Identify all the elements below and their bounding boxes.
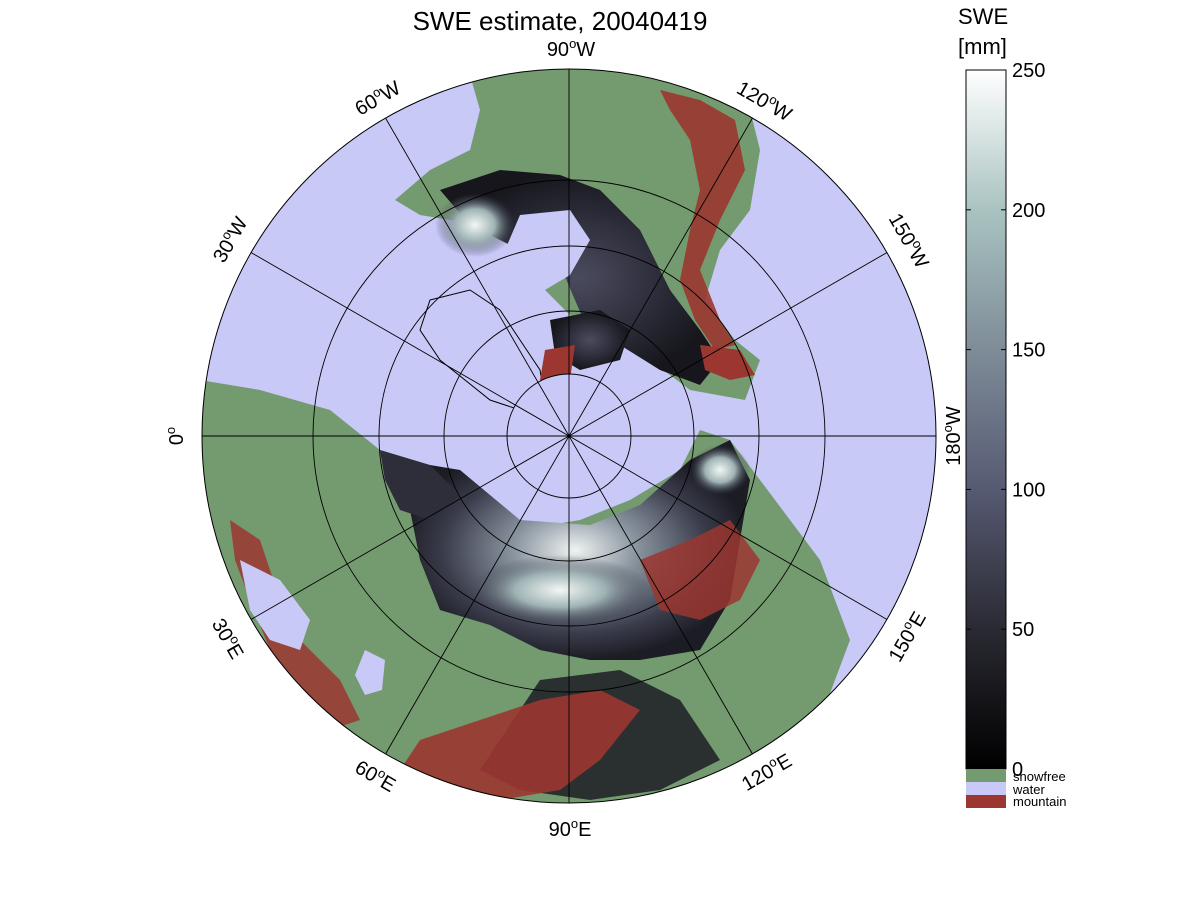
caspian bbox=[355, 650, 385, 695]
meridian-150 bbox=[250, 252, 888, 620]
snow-hotspot-siberia bbox=[470, 555, 650, 625]
colorbar-label-unit: [mm] bbox=[958, 34, 1007, 59]
legend-swatch-mountain bbox=[966, 795, 1006, 808]
legend-label-snowfree: snowfree bbox=[1013, 769, 1066, 784]
colorbar-ticks: 0 50 100 150 200 250 bbox=[966, 60, 1045, 781]
mountains-central-asia bbox=[400, 690, 640, 800]
mountains-alaska bbox=[700, 345, 755, 380]
colorbar-label-swe: SWE bbox=[958, 4, 1008, 29]
colorbar-tick-label: 150 bbox=[1012, 340, 1045, 362]
colorbar-tick-label: 200 bbox=[1012, 200, 1045, 222]
colorbar-tick-label: 0 bbox=[1012, 759, 1023, 781]
colorbar-gradient bbox=[965, 69, 1007, 770]
chart-title: SWE estimate, 20040419 bbox=[413, 6, 708, 36]
lon-label-0: 0o bbox=[163, 427, 188, 445]
lon-label-90e: 90oE bbox=[549, 816, 592, 841]
map-frame bbox=[201, 68, 937, 804]
mediterranean bbox=[240, 560, 310, 650]
snow-hotspot-labrador bbox=[435, 193, 515, 257]
legend-label-mountain: mountain bbox=[1013, 794, 1066, 809]
mountains-east-asia bbox=[640, 520, 760, 620]
lon-label-30w: 30oW bbox=[207, 212, 253, 266]
colorbar-tick-label: 250 bbox=[1012, 60, 1045, 82]
colorbar-tick-label: 100 bbox=[1012, 479, 1045, 501]
lon-label-90w: 90oW bbox=[547, 36, 595, 61]
scandinavia-snow bbox=[380, 450, 460, 520]
mountains-rockies bbox=[660, 90, 745, 350]
lon-label-180w: 180oW bbox=[940, 406, 965, 466]
legend-swatch-water bbox=[966, 782, 1006, 795]
lon-label-60e: 60oE bbox=[351, 754, 401, 797]
lon-label-30e: 30oE bbox=[207, 613, 250, 663]
polar-map bbox=[202, 69, 936, 803]
legend-swatch-snowfree bbox=[966, 769, 1006, 782]
colorbar-tick-label: 50 bbox=[1012, 619, 1034, 641]
legend-label-water: water bbox=[1012, 782, 1045, 797]
snow-hotspot-east-siberia bbox=[690, 445, 750, 495]
meridians bbox=[202, 69, 936, 803]
